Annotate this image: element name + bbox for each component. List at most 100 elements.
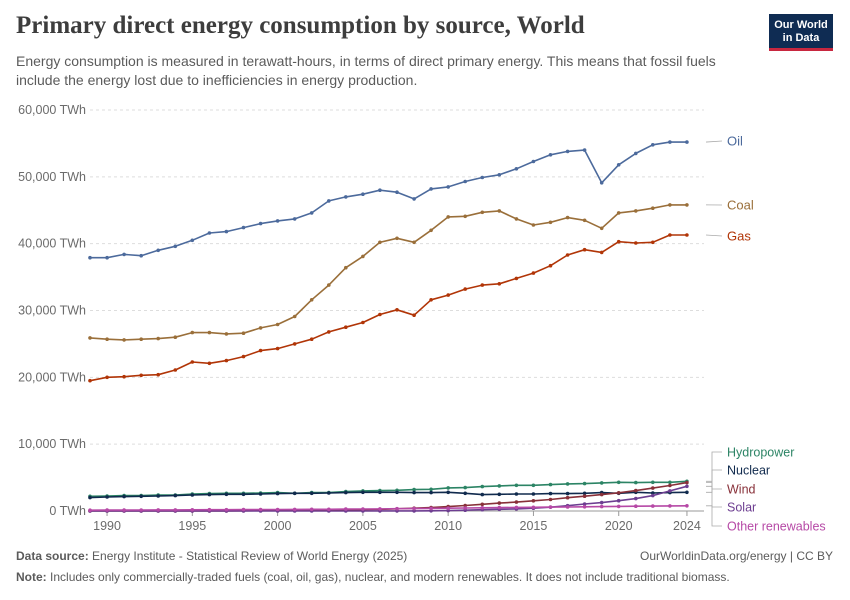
other-renewables-point [156,508,160,512]
y-tick-label: 60,000 TWh [18,103,86,117]
data-source-text[interactable]: Energy Institute - Statistical Review of… [92,549,408,563]
oil-point [105,255,109,260]
gas-point [599,250,604,255]
gas-point [292,342,297,346]
hydropower-point [651,480,655,485]
x-tick-label: 2000 [264,519,292,533]
nuclear-point [463,491,468,496]
coal-point [599,226,604,231]
x-axis: 1990 1995 2000 2005 2010 2015 2020 2024 [93,511,701,533]
hydropower-point [480,484,485,489]
wind-point [497,501,502,505]
wind-point [582,494,587,499]
legend: Oil Coal Gas Hydropower Nuclear Wind Solar Othe… [705,134,826,534]
other-renewables-point [497,505,502,510]
other-renewables-point [275,507,280,512]
wind-point [463,503,468,508]
other-renewables-connector [706,505,722,527]
oil-point [344,195,348,199]
solar-point [651,493,655,498]
coal-point [190,330,195,335]
y-tick-label: 0 TWh [49,504,86,518]
coal-point [634,209,638,213]
oil-point [173,244,178,249]
other-renewables-point [565,505,570,509]
oil-point [412,197,416,201]
other-renewables-point [241,507,246,512]
oil-point [395,190,399,194]
hydropower-point [599,481,604,485]
solar-point [685,484,689,489]
hydropower-point [634,480,638,485]
wind-point [514,500,519,504]
oil-point [224,229,229,234]
coal-line [89,204,687,341]
gas-point [224,358,229,363]
coal-point [582,218,587,223]
other-renewables-point [429,506,433,511]
oil-point [122,252,126,257]
y-tick-label: 30,000 TWh [18,304,86,318]
y-tick-label: 50,000 TWh [18,170,86,184]
other-renewables-point [616,504,621,509]
gas-point [275,346,280,351]
oil-point [429,187,433,191]
nuclear-point [173,493,178,498]
oil-point [651,143,655,147]
coal-point [139,337,143,342]
gas-point [241,354,246,359]
solar-point [634,496,638,501]
oil-point [258,221,263,226]
hydropower-connector [706,451,722,482]
coal-point [327,283,331,287]
nuclear-point [395,490,399,495]
hydropower-point [514,483,519,488]
nuclear-legend-label: Nuclear [727,464,770,478]
gas-point [685,233,689,237]
gas-point [497,282,502,286]
solar-point [599,500,604,505]
credit-link[interactable]: OurWorldinData.org/energy | CC BY [640,549,833,563]
wind-connector [706,482,722,490]
owid-logo[interactable]: Our World in Data [769,14,833,51]
other-renewables-point [207,507,212,512]
oil-point [463,179,468,184]
coal-point [685,203,689,207]
gas-point [327,330,331,334]
nuclear-point [429,490,433,495]
nuclear-point [685,490,689,495]
oil-point [361,192,365,196]
gas-point [480,283,485,287]
oil-point [378,188,382,192]
coal-point [548,220,553,225]
solar-point [582,502,587,506]
hydropower-point [548,482,553,487]
nuclear-point [190,493,195,497]
coal-point [616,211,621,215]
other-renewables-point [292,507,297,512]
x-tick-label: 2015 [520,519,548,533]
wind-point [480,502,485,507]
nuclear-point [156,494,160,498]
other-renewables-point [651,504,655,508]
oil-connector [705,140,723,143]
other-renewables-point [88,508,92,512]
coal-point [361,254,365,259]
chart-note: Note: Includes only commercially-traded … [16,570,836,584]
nuclear-point [548,491,553,496]
coal-point [378,240,382,245]
nuclear-point [344,490,348,495]
other-renewables-point [395,506,399,511]
gas-point [463,287,468,291]
chart-title: Primary direct energy consumption by sou… [16,12,585,39]
nuclear-point [258,492,263,496]
oil-point [446,185,451,189]
gas-point [88,378,92,383]
nuclear-point [105,495,109,499]
chart-subtitle: Energy consumption is measured in terawa… [16,53,716,88]
other-renewables-point [173,508,178,512]
gas-legend-label: Gas [727,229,751,244]
coal-point [412,240,416,245]
gas-point [190,360,195,364]
oil-point [548,153,553,157]
